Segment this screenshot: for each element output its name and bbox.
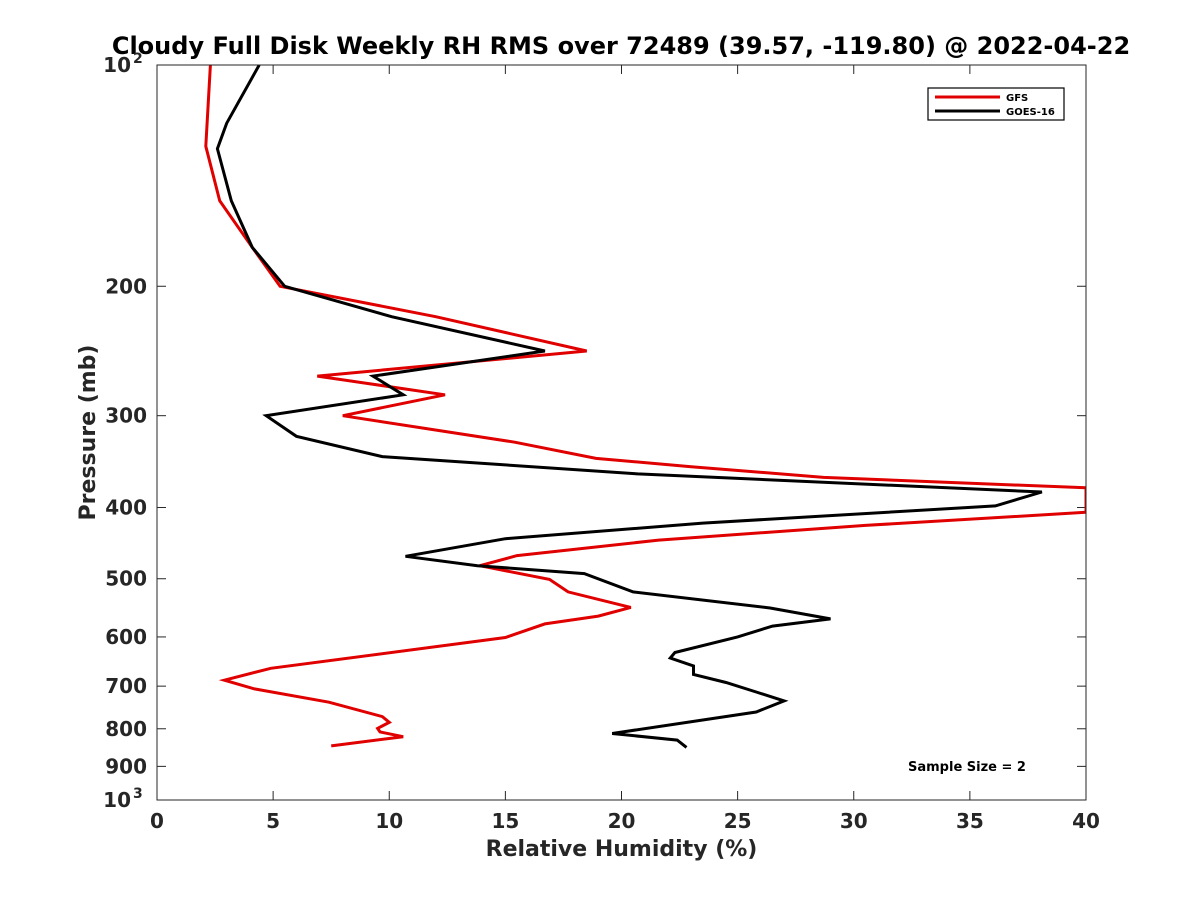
y-tick-label: 200 xyxy=(105,274,147,298)
y-tick-label: 400 xyxy=(105,496,147,520)
y-tick-label: 300 xyxy=(105,404,147,428)
chart-title: Cloudy Full Disk Weekly RH RMS over 7248… xyxy=(112,32,1130,60)
x-tick-label: 15 xyxy=(491,809,519,833)
plot-frame xyxy=(156,64,1087,801)
x-tick-label: 40 xyxy=(1072,809,1100,833)
y-tick-label: 600 xyxy=(105,625,147,649)
y-tick-label: 10 3 xyxy=(103,786,143,812)
legend-label: GOES-16 xyxy=(1006,107,1055,118)
y-tick-base: 10 xyxy=(103,53,131,77)
y-tick-exponent: 3 xyxy=(133,786,143,802)
y-tick-exponent: 2 xyxy=(133,51,143,67)
series-line-gfs xyxy=(204,65,1086,748)
x-tick-label: 0 xyxy=(150,809,164,833)
y-tick-label: 800 xyxy=(105,717,147,741)
x-tick-label: 20 xyxy=(608,809,636,833)
sample-size-annotation: Sample Size = 2 xyxy=(908,760,1026,775)
x-tick-label: 30 xyxy=(840,809,868,833)
series-line-goes-16 xyxy=(215,65,1043,749)
y-tick-base: 10 xyxy=(103,788,131,812)
legend: GFS GOES-16 xyxy=(927,87,1065,121)
x-axis-label: Relative Humidity (%) xyxy=(486,837,758,862)
x-tick-label: 25 xyxy=(724,809,752,833)
y-tick-label: 700 xyxy=(105,674,147,698)
y-tick-label: 10 2 xyxy=(103,51,143,77)
y-tick-label: 500 xyxy=(105,567,147,591)
x-tick-label: 10 xyxy=(375,809,403,833)
legend-label: GFS xyxy=(1006,93,1028,104)
series-layer xyxy=(204,65,1086,749)
y-tick-label: 900 xyxy=(105,754,147,778)
x-tick-label: 5 xyxy=(266,809,280,833)
legend-box xyxy=(927,87,1065,121)
x-tick-label: 35 xyxy=(956,809,984,833)
y-axis-label: Pressure (mb) xyxy=(76,345,101,521)
